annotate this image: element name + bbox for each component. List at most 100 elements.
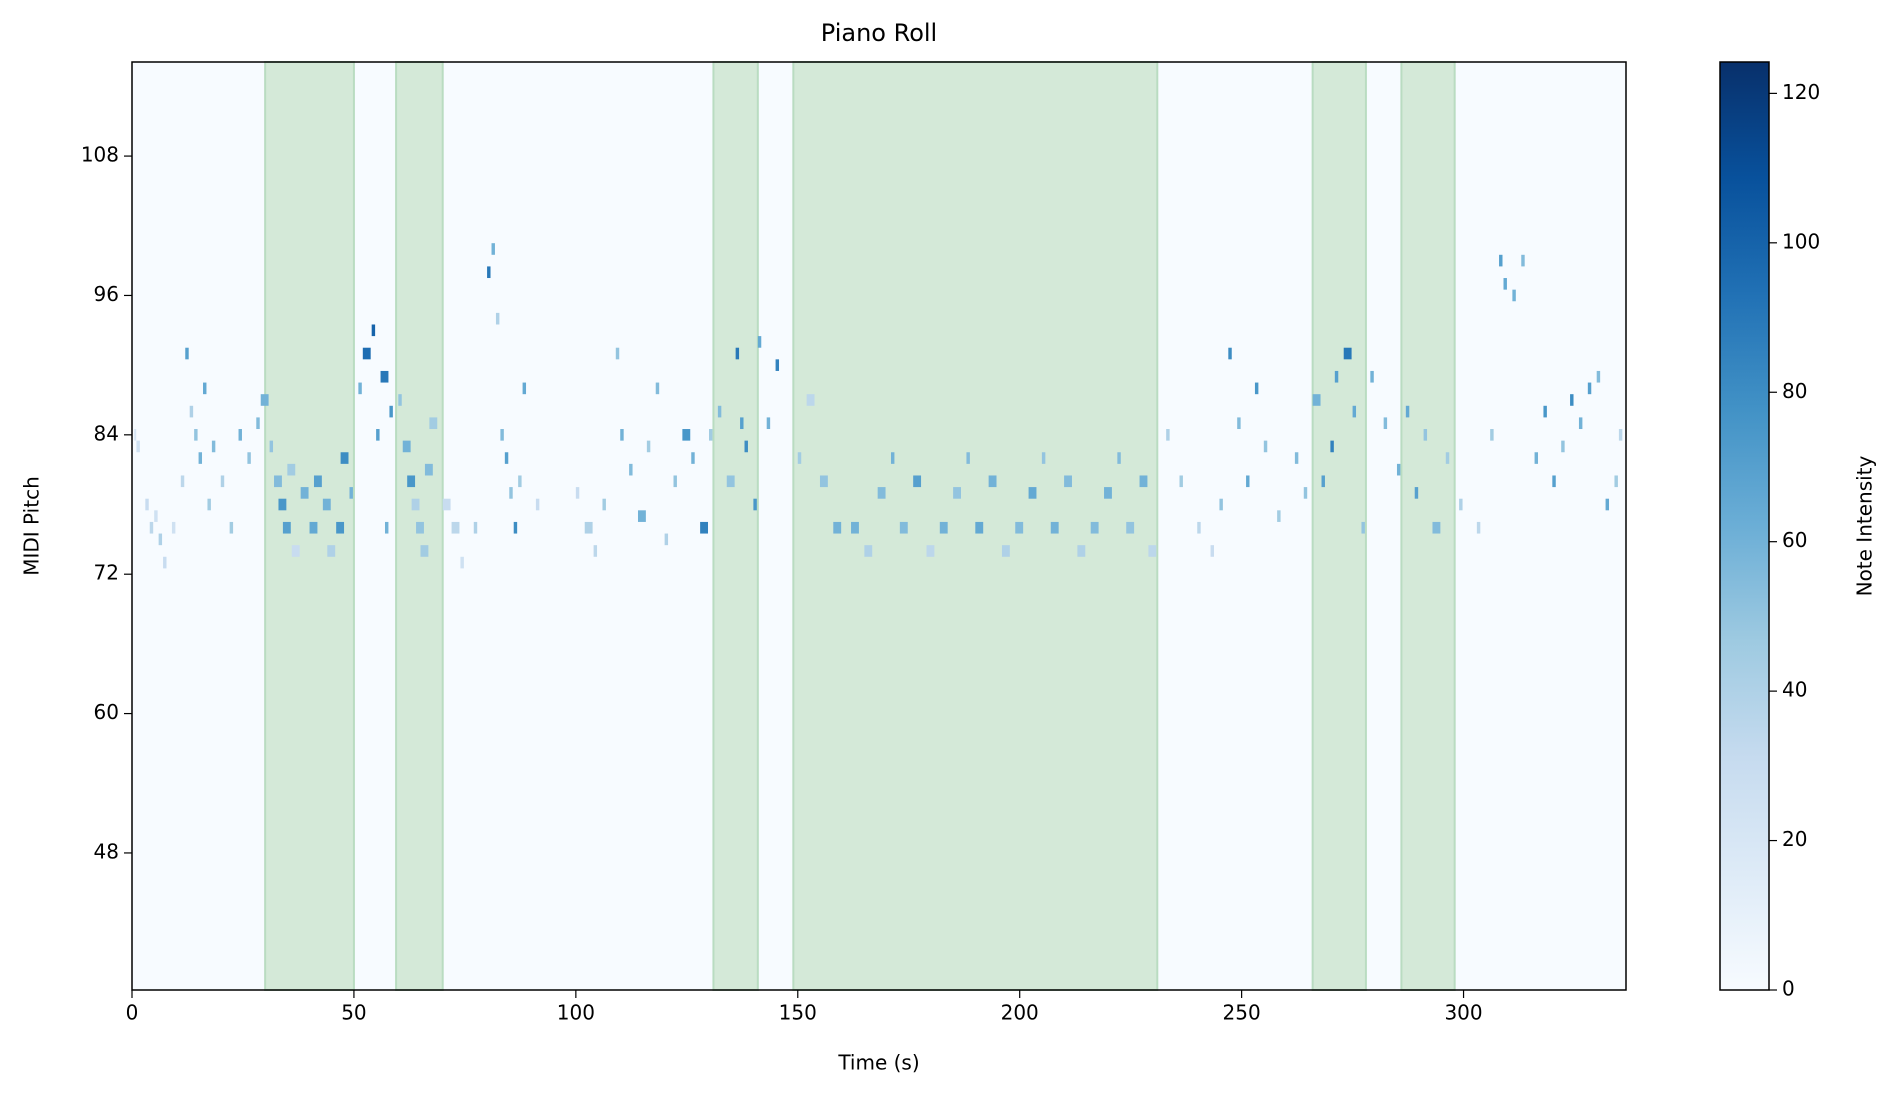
note <box>194 429 198 441</box>
note <box>1343 347 1352 360</box>
note <box>1179 475 1183 488</box>
note <box>1614 475 1618 488</box>
note <box>975 521 984 534</box>
x-tick-label: 300 <box>1444 1001 1482 1025</box>
note <box>429 417 438 430</box>
note <box>1277 510 1281 522</box>
x-tick-label: 150 <box>779 1001 817 1025</box>
note <box>877 487 886 499</box>
note <box>1090 521 1099 534</box>
note <box>726 475 735 488</box>
note <box>1503 278 1507 290</box>
note <box>424 463 433 476</box>
note <box>362 347 371 360</box>
note <box>189 405 194 418</box>
note <box>336 521 345 534</box>
note <box>851 521 859 534</box>
note <box>1445 452 1450 464</box>
note <box>1166 429 1170 441</box>
note <box>1396 463 1401 476</box>
note <box>740 417 744 430</box>
note <box>1041 452 1046 464</box>
note <box>1263 440 1268 453</box>
note <box>1534 452 1539 464</box>
colorbar <box>1719 61 1770 991</box>
note <box>1596 370 1601 383</box>
note <box>939 521 948 534</box>
note <box>797 452 802 464</box>
note <box>1423 429 1428 441</box>
note <box>1578 417 1583 430</box>
note <box>522 382 527 395</box>
note <box>1414 487 1419 499</box>
note <box>460 556 464 569</box>
note <box>1459 498 1463 511</box>
note <box>274 475 282 488</box>
x-tick-label: 50 <box>341 1001 366 1025</box>
y-tick-label: 48 <box>94 839 119 863</box>
note <box>593 545 598 557</box>
colorbar-tick-label: 60 <box>1782 528 1807 552</box>
note <box>1077 545 1086 557</box>
note <box>1383 417 1388 430</box>
note <box>282 521 291 534</box>
note <box>327 545 336 557</box>
note <box>220 475 225 488</box>
note <box>491 243 495 255</box>
note <box>287 463 296 476</box>
note <box>753 498 757 511</box>
note <box>509 487 513 499</box>
note <box>1490 429 1494 441</box>
note <box>1618 429 1623 441</box>
note <box>420 545 429 557</box>
note <box>154 510 158 522</box>
x-tick-label: 200 <box>1001 1001 1039 1025</box>
note <box>278 498 287 511</box>
note <box>513 521 518 534</box>
note <box>1050 521 1059 534</box>
note <box>407 475 416 488</box>
highlight-span <box>712 61 759 991</box>
note <box>203 382 207 395</box>
note <box>1312 394 1321 406</box>
colorbar-tick-label: 100 <box>1782 229 1820 253</box>
note <box>1352 405 1357 418</box>
note <box>145 498 149 511</box>
note <box>766 417 771 430</box>
note <box>416 521 424 534</box>
note <box>518 475 522 488</box>
note <box>238 429 242 441</box>
note <box>899 521 908 534</box>
note <box>1139 475 1148 488</box>
note <box>966 452 970 464</box>
note <box>402 440 411 453</box>
note <box>300 487 309 499</box>
note <box>1064 475 1072 488</box>
note <box>1370 370 1374 383</box>
note <box>1521 254 1525 267</box>
note <box>1028 487 1037 499</box>
note <box>309 521 318 534</box>
note <box>1432 521 1441 534</box>
note <box>134 429 137 441</box>
note <box>620 429 624 441</box>
colorbar-tick-label: 0 <box>1782 977 1795 1001</box>
note <box>806 394 815 406</box>
highlight-span <box>1311 61 1367 991</box>
note <box>371 324 376 337</box>
colorbar-tick-label: 80 <box>1782 379 1807 403</box>
note <box>819 475 828 488</box>
note <box>1543 405 1547 418</box>
note <box>535 498 540 511</box>
note <box>322 498 331 511</box>
note <box>1303 487 1308 499</box>
note <box>655 382 660 395</box>
note <box>1605 498 1610 511</box>
note <box>1228 347 1232 360</box>
note <box>953 487 961 499</box>
note <box>833 521 842 534</box>
note <box>1405 405 1410 418</box>
note <box>1148 545 1157 557</box>
x-tick-label: 100 <box>557 1001 595 1025</box>
note <box>495 312 500 325</box>
